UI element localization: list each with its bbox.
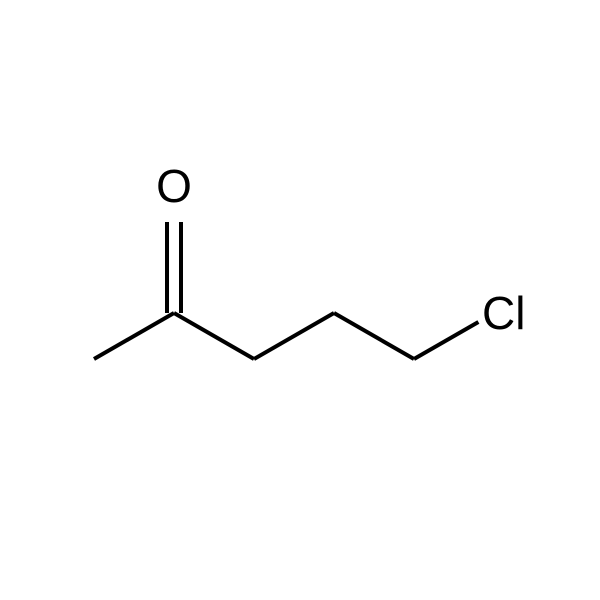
molecule-diagram: O Cl: [0, 0, 600, 600]
bond: [334, 313, 414, 359]
bond: [254, 313, 334, 359]
atom-label-o: O: [156, 160, 192, 212]
bond: [174, 313, 254, 359]
bond: [414, 322, 478, 359]
atom-label-cl: Cl: [482, 287, 525, 339]
bond: [94, 313, 174, 359]
